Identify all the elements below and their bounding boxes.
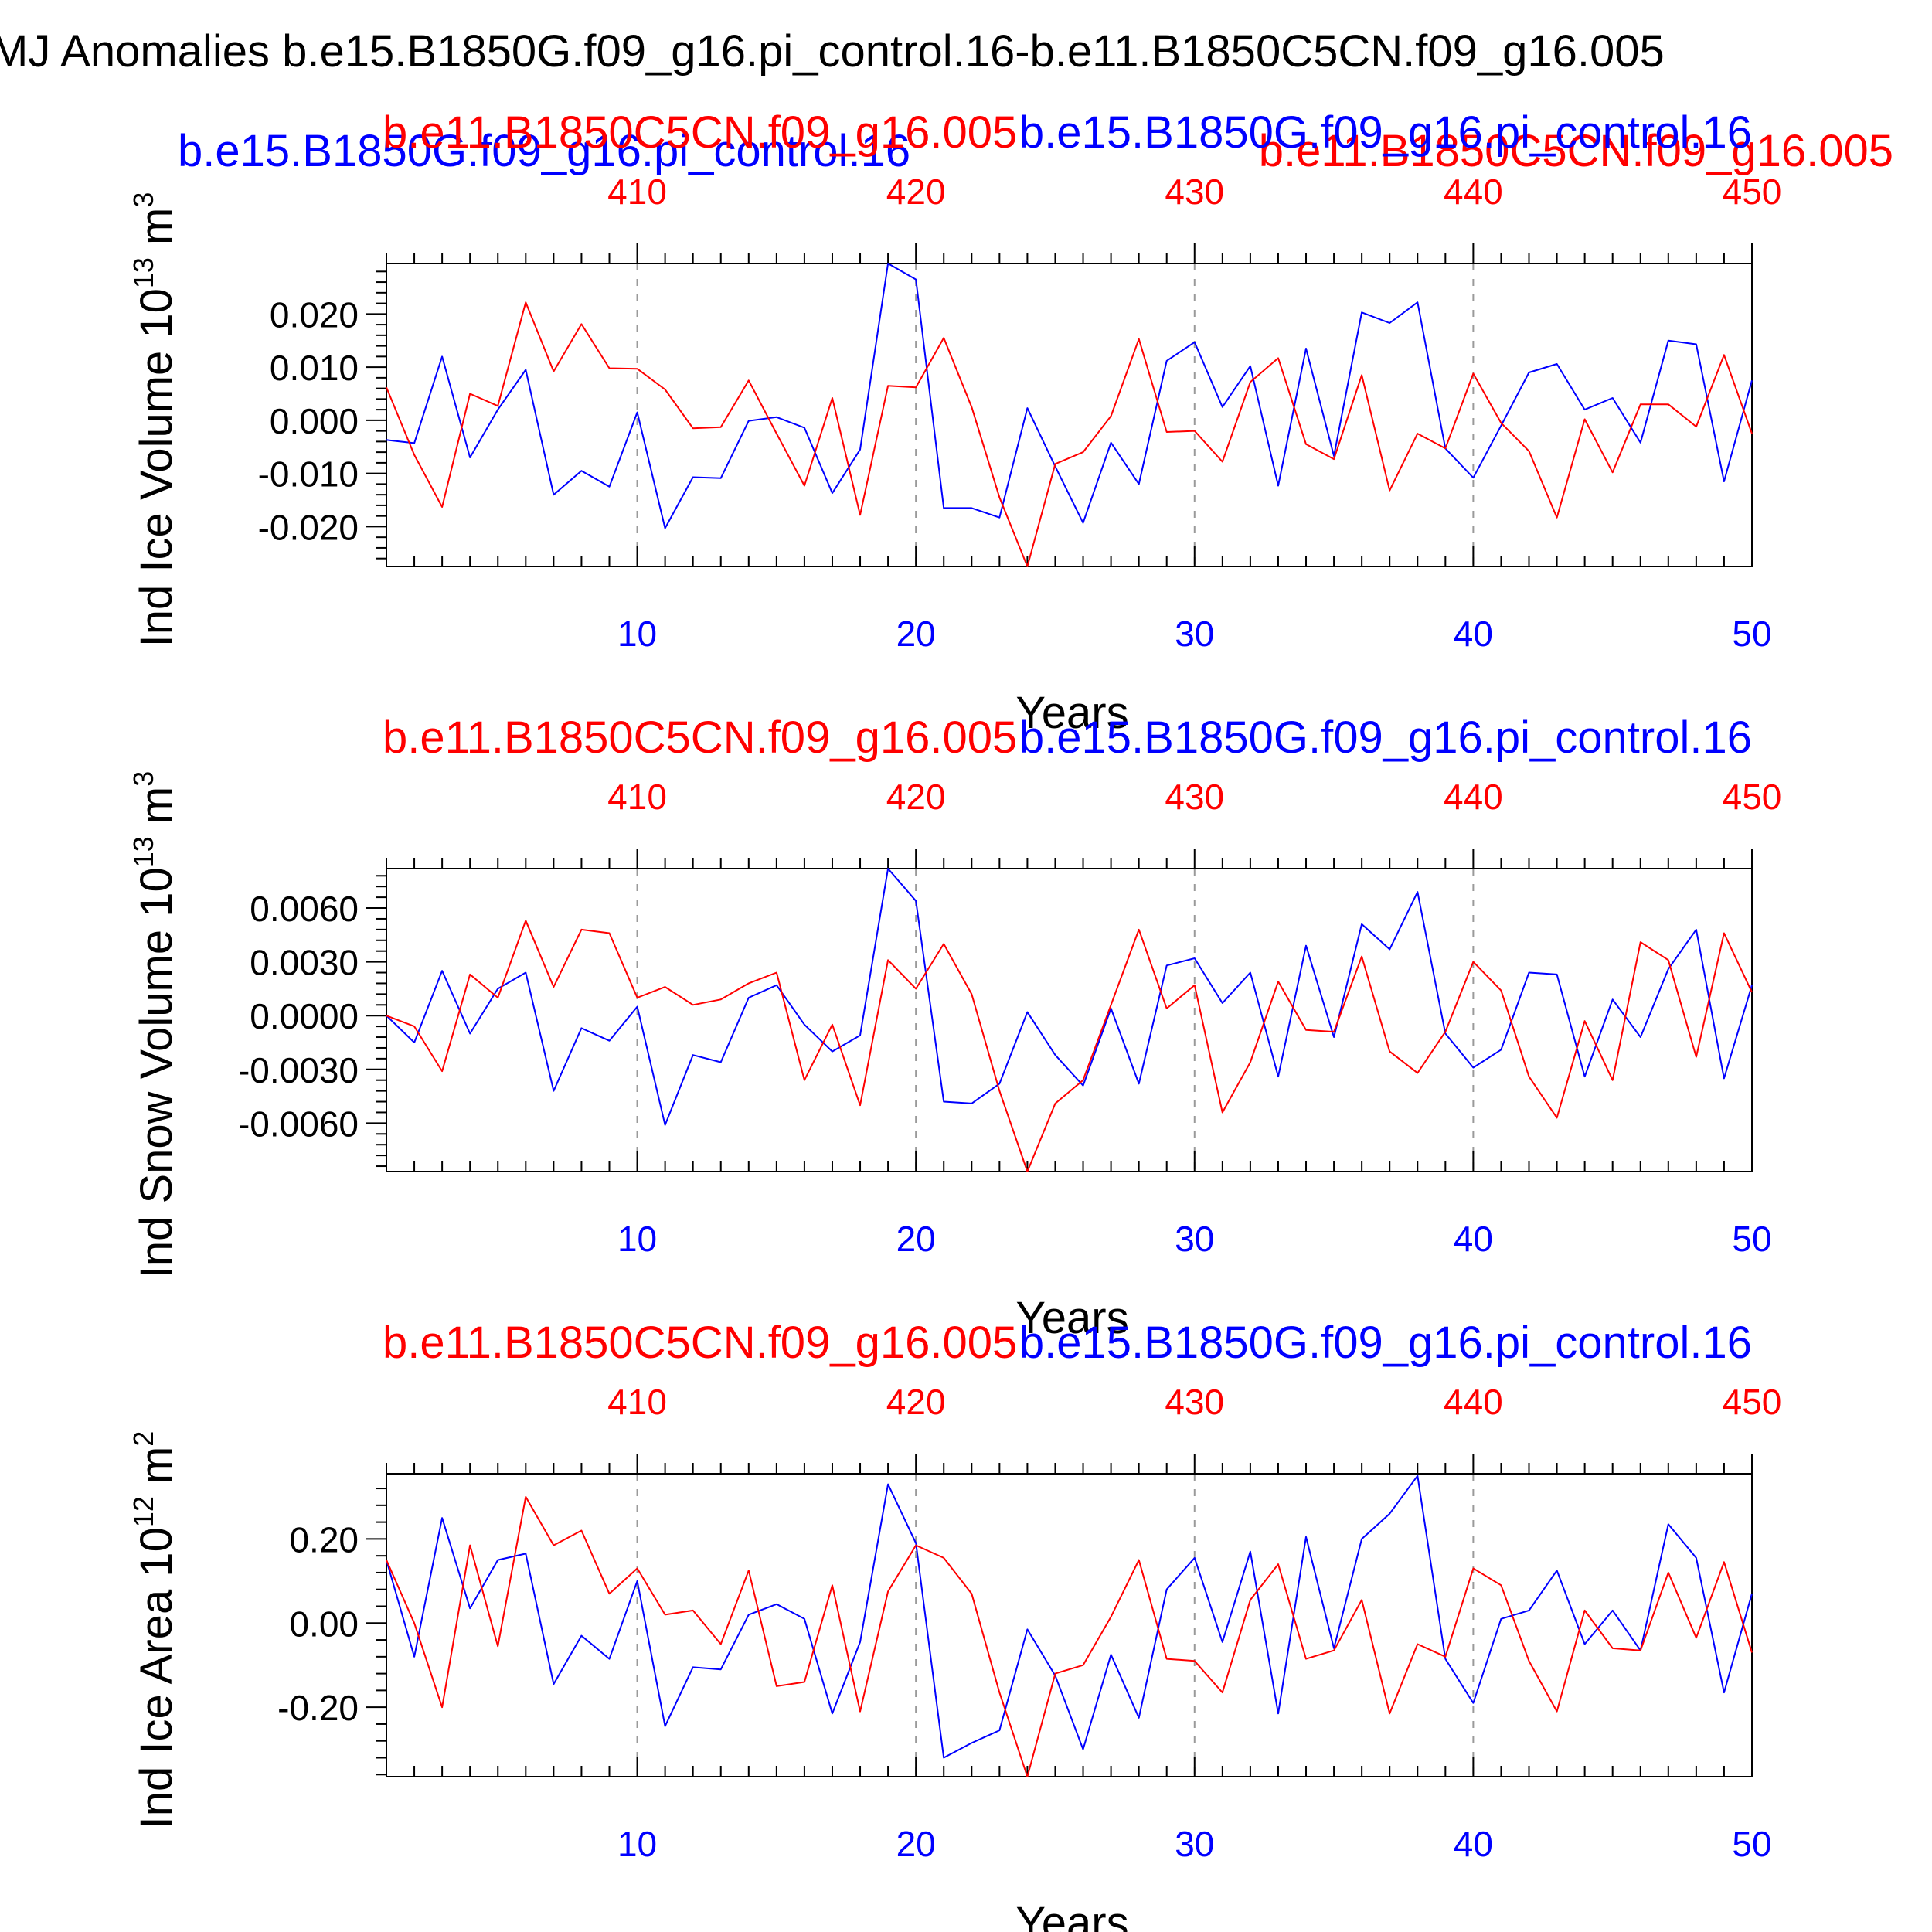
y-tick-label: 0.000 <box>270 401 359 441</box>
y-axis-label-unit: m <box>131 208 182 257</box>
y-tick-label: 0.20 <box>289 1519 359 1560</box>
series-line-red <box>386 301 1753 567</box>
y-axis-label-exponent: 13 <box>128 257 159 288</box>
y-tick-label: 0.020 <box>270 294 359 335</box>
y-axis-label-exponent: 13 <box>128 836 159 867</box>
x-tick-label-bottom: 40 <box>1454 1824 1493 1864</box>
x-tick-label-bottom: 30 <box>1175 614 1214 654</box>
plot-frame <box>386 263 1753 567</box>
x-tick-label-top: 420 <box>886 777 946 817</box>
extra-blue-case-label: b.e15.B1850G.f09_g16.pi_control.16 <box>178 126 910 176</box>
x-tick-label-top: 450 <box>1723 1382 1782 1422</box>
extra-red-case-label: b.e11.B1850C5CN.f09_g16.005 <box>1259 126 1893 176</box>
x-tick-label-top: 430 <box>1165 1382 1224 1422</box>
x-axis-label: Years <box>1015 688 1128 738</box>
y-tick-label: -0.20 <box>277 1688 359 1728</box>
x-tick-label-top: 430 <box>1165 777 1224 817</box>
top-right-case-label: b.e15.B1850G.f09_g16.pi_control.16 <box>1019 713 1752 763</box>
x-tick-label-bottom: 10 <box>617 1824 657 1864</box>
y-axis-label-base: Ind Ice Volume 10 <box>131 288 182 647</box>
x-tick-label-bottom: 50 <box>1732 1219 1771 1259</box>
y-tick-label: -0.020 <box>258 507 359 547</box>
x-tick-label-top: 420 <box>886 1382 946 1422</box>
x-tick-label-top: 430 <box>1165 172 1224 212</box>
y-tick-label: 0.00 <box>289 1604 359 1644</box>
top-right-case-label: b.e15.B1850G.f09_g16.pi_control.16 <box>1019 1318 1752 1368</box>
y-tick-label: 0.010 <box>270 348 359 388</box>
x-tick-label-bottom: 30 <box>1175 1824 1214 1864</box>
series-line-blue <box>386 1475 1753 1759</box>
plot-frame <box>386 1473 1753 1777</box>
panel-3: -0.20 0.00 0.20 10 410 20 420 30 430 40 440 50 450 Ye… <box>128 1318 1781 1932</box>
y-axis-label-unit-exponent: 2 <box>128 1431 159 1447</box>
y-axis-label-base: Ind Ice Area 10 <box>131 1527 182 1828</box>
x-tick-label-top: 440 <box>1444 777 1503 817</box>
series-line-blue <box>386 263 1753 529</box>
series-line-blue <box>386 868 1753 1126</box>
y-axis-label-unit-exponent: 3 <box>128 192 159 208</box>
top-left-case-label: b.e11.B1850C5CN.f09_g16.005 <box>383 713 1017 763</box>
x-tick-label-bottom: 10 <box>617 614 657 654</box>
x-tick-label-top: 410 <box>607 172 667 212</box>
y-tick-label: -0.010 <box>258 454 359 495</box>
y-axis-label-unit-exponent: 3 <box>128 771 159 787</box>
series-line-red <box>386 1495 1753 1777</box>
panel-1: -0.020 -0.010 0.000 0.010 0.020 10 410 20 420 30 4… <box>128 107 1781 738</box>
top-right-case-label: b.e15.B1850G.f09_g16.pi_control.16 <box>1019 107 1752 158</box>
top-left-case-label: b.e11.B1850C5CN.f09_g16.005 <box>383 107 1017 158</box>
y-tick-label: 0.0030 <box>250 943 359 983</box>
y-axis-label-unit: m <box>131 1447 182 1496</box>
y-axis-label: Ind Ice Volume 1013 m3 <box>128 192 182 648</box>
y-tick-label: -0.0060 <box>238 1104 359 1144</box>
x-tick-label-bottom: 30 <box>1175 1219 1214 1259</box>
y-axis-label: Ind Ice Area 1012 m2 <box>128 1431 182 1829</box>
x-tick-label-bottom: 50 <box>1732 1824 1771 1864</box>
x-tick-label-bottom: 10 <box>617 1219 657 1259</box>
x-tick-label-bottom: 20 <box>896 1219 936 1259</box>
y-axis-label-base: Ind Snow Volume 10 <box>131 867 182 1278</box>
x-tick-label-bottom: 50 <box>1732 614 1771 654</box>
y-tick-label: -0.0030 <box>238 1050 359 1090</box>
x-axis-label: Years <box>1015 1293 1128 1343</box>
x-axis-label: Years <box>1015 1898 1128 1932</box>
x-tick-label-bottom: 40 <box>1454 614 1493 654</box>
x-tick-label-top: 450 <box>1723 172 1782 212</box>
x-tick-label-top: 420 <box>886 172 946 212</box>
series-line-red <box>386 920 1753 1172</box>
top-left-case-label: b.e11.B1850C5CN.f09_g16.005 <box>383 1318 1017 1368</box>
x-tick-label-bottom: 20 <box>896 1824 936 1864</box>
figure-title: MJ Anomalies b.e15.B1850G.f09_g16.pi_con… <box>0 26 1665 77</box>
x-tick-label-top: 410 <box>607 1382 667 1422</box>
x-tick-label-top: 440 <box>1444 1382 1503 1422</box>
x-tick-label-top: 450 <box>1723 777 1782 817</box>
x-tick-label-bottom: 40 <box>1454 1219 1493 1259</box>
x-tick-label-top: 440 <box>1444 172 1503 212</box>
y-tick-label: 0.0060 <box>250 889 359 929</box>
y-axis-label: Ind Snow Volume 1013 m3 <box>128 771 182 1279</box>
plot-frame <box>386 868 1753 1172</box>
panel-2: -0.0060 -0.0030 0.0000 0.0030 0.0060 10 410 20 4… <box>128 713 1781 1343</box>
y-tick-label: 0.0000 <box>250 996 359 1036</box>
y-axis-label-exponent: 12 <box>128 1496 159 1527</box>
x-tick-label-top: 410 <box>607 777 667 817</box>
x-tick-label-bottom: 20 <box>896 614 936 654</box>
y-axis-label-unit: m <box>131 787 182 836</box>
